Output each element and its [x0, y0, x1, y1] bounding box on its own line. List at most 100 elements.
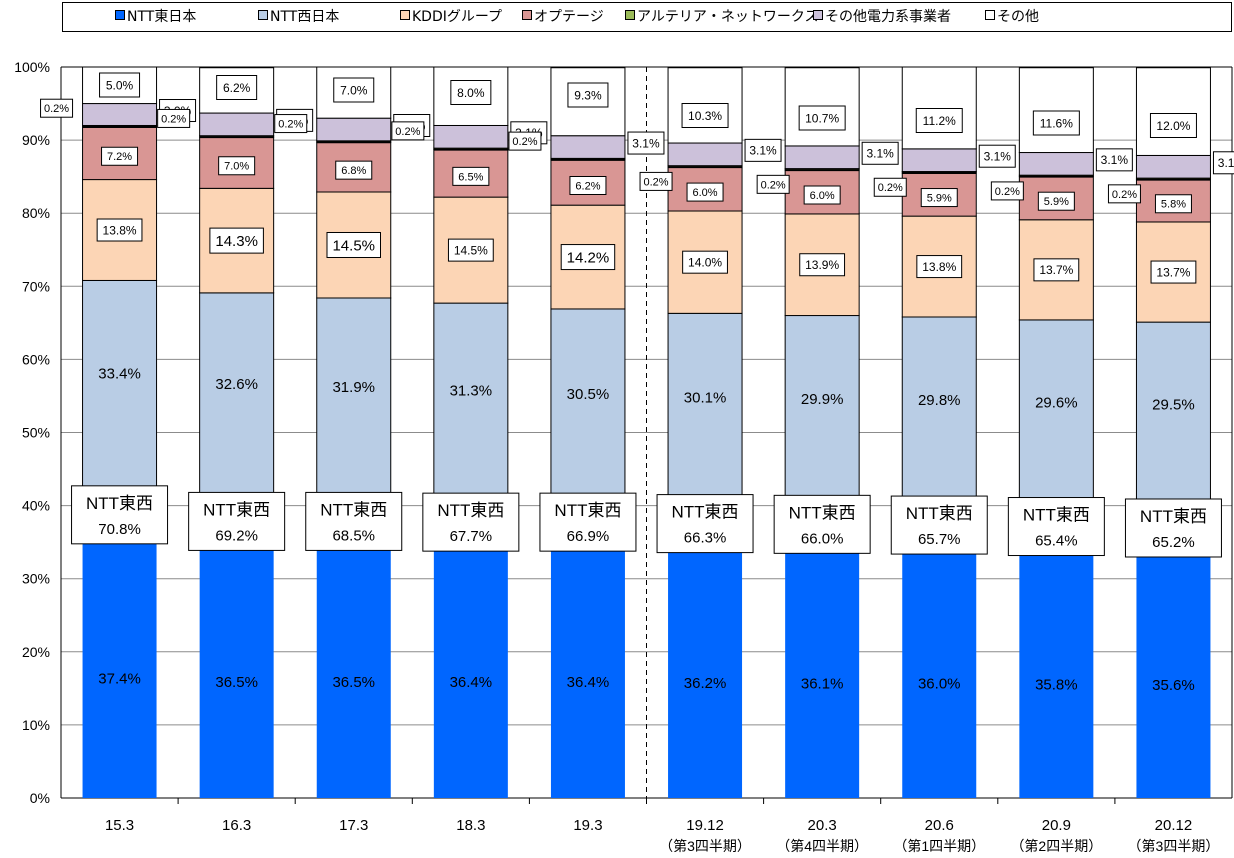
data-label-electric-box	[978, 144, 1016, 168]
y-tick-label: 50%	[22, 425, 50, 441]
bar-segment	[1136, 537, 1211, 798]
x-tick-sublabel: （第3四半期）	[659, 838, 751, 854]
data-label-other: 10.7%	[805, 111, 839, 125]
data-label-other: 12.0%	[1156, 119, 1190, 133]
data-label-optage: 7.0%	[224, 161, 249, 173]
x-tick-sublabel: （第1四半期）	[893, 838, 985, 854]
ntt-combined-title: NTT東西	[437, 501, 504, 520]
data-label-arteria-box	[990, 181, 1024, 201]
bar-segment	[1019, 536, 1094, 798]
data-label-ntt-west: 31.3%	[450, 382, 493, 399]
data-label-optage: 6.0%	[810, 190, 835, 202]
data-label-optage-box	[569, 175, 607, 195]
data-label-other-box	[99, 72, 141, 98]
data-label-electric: 3.1%	[1101, 153, 1129, 167]
y-tick-label: 30%	[22, 571, 50, 587]
data-label-electric-box	[627, 131, 665, 155]
data-label-other-box	[798, 105, 846, 131]
ntt-combined-box	[1007, 497, 1105, 557]
data-label-other-box	[1032, 110, 1080, 136]
data-label-other-box	[333, 77, 375, 103]
data-label-ntt-west: 29.5%	[1152, 396, 1195, 413]
bar-segment	[550, 135, 626, 159]
data-label-kddi-box	[560, 244, 616, 271]
bar-segment	[199, 292, 275, 532]
data-label-ntt-east: 36.5%	[332, 674, 375, 691]
bar-segment	[1018, 67, 1094, 154]
data-label-other: 7.0%	[340, 83, 368, 97]
x-tick-label: 20.12	[1155, 817, 1193, 834]
legend-item: オプテージ	[522, 9, 604, 25]
data-label-arteria: 0.2%	[395, 126, 420, 138]
ntt-combined-box	[71, 485, 169, 545]
legend-label: NTT西日本	[270, 9, 340, 25]
bar-segment	[316, 117, 392, 142]
x-tick-sublabel: （第3四半期）	[1128, 838, 1220, 854]
data-label-optage: 6.0%	[693, 187, 718, 199]
data-label-electric: 3.1%	[749, 144, 777, 158]
data-label-kddi-box	[209, 227, 264, 254]
data-label-arteria: 0.2%	[44, 103, 69, 115]
legend-label: その他	[997, 9, 1039, 25]
data-label-other: 6.2%	[223, 81, 251, 95]
data-label-kddi-box	[96, 218, 143, 242]
data-label-electric-box	[861, 141, 899, 165]
data-label-optage: 5.9%	[1044, 196, 1069, 208]
legend-label: その他電力系事業者	[825, 9, 951, 25]
legend-item: その他	[985, 9, 1039, 25]
data-label-ntt-east: 36.5%	[215, 674, 258, 691]
ntt-combined-title: NTT東西	[86, 494, 153, 513]
data-label-ntt-west: 31.9%	[332, 379, 375, 396]
data-label-ntt-east: 36.4%	[450, 674, 493, 691]
y-tick-label: 80%	[22, 205, 50, 221]
data-label-arteria: 0.2%	[161, 113, 186, 125]
data-label-optage: 6.5%	[458, 171, 483, 183]
y-tick-label: 40%	[22, 498, 50, 514]
data-label-ntt-east: 36.0%	[918, 676, 961, 693]
ntt-combined-box	[305, 491, 403, 551]
bar-segment	[1135, 67, 1211, 156]
data-label-ntt-east: 36.4%	[567, 674, 610, 691]
ntt-combined-title: NTT東西	[672, 503, 739, 522]
y-tick-label: 10%	[22, 717, 50, 733]
data-label-other-box	[567, 82, 609, 108]
data-label-ntt-west: 30.1%	[684, 389, 727, 406]
data-label-optage: 6.8%	[341, 165, 366, 177]
legend-swatch	[400, 10, 410, 20]
data-label-kddi: 13.7%	[1156, 265, 1190, 279]
data-label-kddi-box	[916, 255, 963, 279]
bar-segment	[82, 524, 157, 798]
bar-segment	[784, 67, 860, 147]
data-label-arteria-box	[40, 98, 74, 118]
chart-legend: NTT東日本 NTT西日本 KDDIグループ オプテージ アルテリア・ネットワークス その…	[62, 2, 1232, 32]
data-label-kddi: 14.5%	[332, 237, 375, 254]
x-tick-label: 20.9	[1042, 817, 1071, 834]
ntt-combined-value: 67.7%	[450, 528, 493, 545]
bar-segment	[550, 531, 625, 798]
legend-label: NTT東日本	[127, 9, 197, 25]
data-label-ntt-west: 33.4%	[98, 366, 141, 383]
data-label-arteria: 0.2%	[1112, 189, 1137, 201]
bar-segment	[667, 166, 743, 212]
data-label-ntt-west: 29.6%	[1035, 395, 1078, 412]
data-label-ntt-east: 36.1%	[801, 675, 844, 692]
ntt-combined-box	[188, 491, 286, 551]
ntt-combined-value: 66.9%	[567, 528, 610, 545]
data-label-other-box	[450, 80, 492, 105]
legend-swatch	[522, 10, 532, 20]
y-tick-label: 0%	[30, 790, 50, 806]
data-label-electric: 3.1%	[866, 147, 894, 161]
x-tick-label: 19.3	[573, 817, 602, 834]
ntt-combined-value: 66.0%	[801, 530, 844, 547]
data-label-optage-box	[218, 156, 256, 176]
data-label-other-box	[1149, 113, 1197, 138]
ntt-combined-title: NTT東西	[554, 501, 621, 520]
data-label-other: 11.2%	[923, 114, 956, 128]
data-label-arteria-box	[157, 108, 191, 128]
data-label-kddi-box	[1033, 258, 1080, 282]
data-label-kddi: 14.0%	[688, 255, 722, 269]
ntt-combined-box	[422, 492, 520, 552]
data-label-kddi-box	[1150, 260, 1197, 284]
bar-segment	[667, 142, 743, 167]
bar-segment	[1018, 152, 1094, 176]
